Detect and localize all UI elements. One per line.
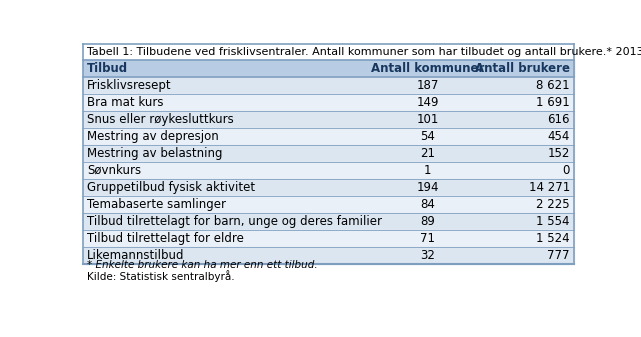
Text: 1: 1 xyxy=(424,164,431,177)
Text: Mestring av depresjon: Mestring av depresjon xyxy=(87,130,219,143)
Text: 54: 54 xyxy=(420,130,435,143)
Text: Mestring av belastning: Mestring av belastning xyxy=(87,147,222,160)
Text: Frisklivsresept: Frisklivsresept xyxy=(87,80,172,92)
Bar xyxy=(83,111,574,128)
Text: 616: 616 xyxy=(547,113,570,126)
Text: 777: 777 xyxy=(547,249,570,262)
Text: 89: 89 xyxy=(420,215,435,228)
Bar xyxy=(83,213,574,230)
Text: 8 621: 8 621 xyxy=(537,80,570,92)
Bar xyxy=(83,78,574,94)
Bar xyxy=(83,128,574,145)
Text: Antall kommuner: Antall kommuner xyxy=(371,62,485,75)
Text: Gruppetilbud fysisk aktivitet: Gruppetilbud fysisk aktivitet xyxy=(87,181,255,194)
Text: Tabell 1: Tilbudene ved frisklivsentraler. Antall kommuner som har tilbudet og a: Tabell 1: Tilbudene ved frisklivsentrale… xyxy=(87,47,641,57)
Text: * Enkelte brukere kan ha mer enn ett tilbud.: * Enkelte brukere kan ha mer enn ett til… xyxy=(87,260,318,270)
Bar xyxy=(83,162,574,179)
Text: 149: 149 xyxy=(417,96,439,109)
Text: Antall brukere: Antall brukere xyxy=(475,62,570,75)
Text: Snus eller røykesluttkurs: Snus eller røykesluttkurs xyxy=(87,113,234,126)
Text: 32: 32 xyxy=(420,249,435,262)
Text: 152: 152 xyxy=(547,147,570,160)
Text: Tilbud: Tilbud xyxy=(87,62,128,75)
Text: 194: 194 xyxy=(417,181,439,194)
Text: 1 554: 1 554 xyxy=(537,215,570,228)
Text: Temabaserte samlinger: Temabaserte samlinger xyxy=(87,198,226,211)
Text: Kilde: Statistisk sentralbyrå.: Kilde: Statistisk sentralbyrå. xyxy=(87,270,235,282)
Text: 0: 0 xyxy=(563,164,570,177)
Text: 71: 71 xyxy=(420,232,435,245)
Text: 454: 454 xyxy=(547,130,570,143)
Text: 1 691: 1 691 xyxy=(536,96,570,109)
Text: Tilbud tilrettelagt for barn, unge og deres familier: Tilbud tilrettelagt for barn, unge og de… xyxy=(87,215,382,228)
Text: Bra mat kurs: Bra mat kurs xyxy=(87,96,163,109)
Text: 14 271: 14 271 xyxy=(529,181,570,194)
Text: 2 225: 2 225 xyxy=(537,198,570,211)
Text: 84: 84 xyxy=(420,198,435,211)
Text: Tilbud tilrettelagt for eldre: Tilbud tilrettelagt for eldre xyxy=(87,232,244,245)
Bar xyxy=(83,247,574,264)
Text: 187: 187 xyxy=(417,80,439,92)
Text: Søvnkurs: Søvnkurs xyxy=(87,164,141,177)
Text: 1 524: 1 524 xyxy=(537,232,570,245)
Bar xyxy=(83,230,574,247)
Text: 21: 21 xyxy=(420,147,435,160)
Bar xyxy=(83,145,574,162)
Text: 101: 101 xyxy=(417,113,439,126)
Bar xyxy=(83,179,574,196)
Bar xyxy=(83,196,574,213)
Bar xyxy=(83,94,574,111)
Text: Likemannstilbud: Likemannstilbud xyxy=(87,249,185,262)
Bar xyxy=(83,60,574,78)
